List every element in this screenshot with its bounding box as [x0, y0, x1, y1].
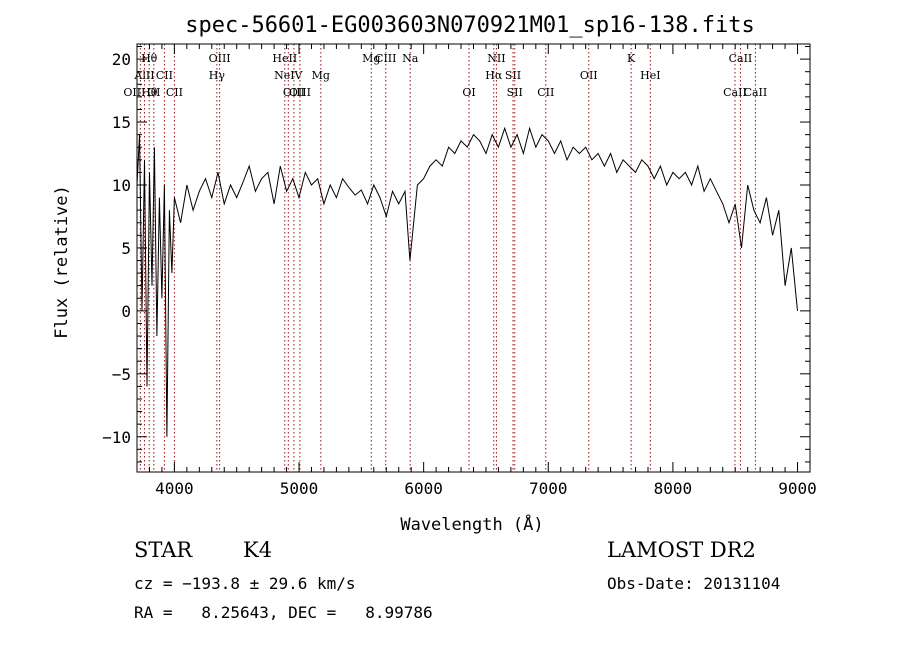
line-label-20: SII [507, 86, 523, 99]
line-label-16: OI [462, 86, 475, 99]
y-tick-label: −5 [112, 365, 131, 384]
spectrum-line-0 [136, 126, 798, 437]
line-label-3: OIIHθ [123, 86, 157, 99]
line-label-24: HeI [640, 69, 660, 82]
object-class: STAR [134, 538, 193, 562]
line-label-22: OII [580, 69, 598, 82]
x-tick-label: 4000 [155, 479, 194, 498]
y-tick-label: 0 [121, 302, 131, 321]
chart-title: spec-56601-EG003603N070921M01_sp16-138.f… [185, 13, 755, 38]
line-label-7: Hγ [209, 69, 226, 82]
line-label-12: Mg [312, 69, 330, 82]
y-tick-label: 15 [112, 113, 131, 132]
line-label-13: Mg [362, 52, 380, 65]
line-label-18: Hα [485, 69, 503, 82]
x-tick-label: 7000 [529, 479, 568, 498]
x-tick-label: 9000 [778, 479, 817, 498]
line-label-6: OIII [209, 52, 231, 65]
y-axis-label: Flux (relative) [52, 185, 72, 339]
x-tick-label: 6000 [404, 479, 443, 498]
axes: 4000 5000 6000 7000 8000 9000 −10 −5 0 5 10 15 20 [102, 43, 817, 498]
line-label-25: CaII [729, 52, 753, 65]
object-subclass: K4 [243, 538, 273, 562]
y-tick-label: 5 [121, 239, 131, 258]
line-label-4: OI [147, 86, 160, 99]
x-tick-label: 8000 [654, 479, 693, 498]
line-label-14: CIII [375, 52, 396, 65]
line-label-11: OIII [289, 86, 311, 99]
line-label-5: CII [166, 86, 183, 99]
plot-frame [136, 43, 811, 473]
line-label-15: Na [402, 52, 419, 65]
line-label-8: HeII [272, 52, 297, 65]
x-tick-label: 5000 [280, 479, 319, 498]
y-tick-label: 20 [112, 50, 131, 69]
line-label-17: NII [487, 52, 505, 65]
x-axis-label: Wavelength (Å) [400, 513, 543, 535]
line-label-23: K [627, 52, 636, 65]
y-tick-label: −10 [102, 428, 131, 447]
redshift-velocity: cz = −193.8 ± 29.6 km/s [134, 574, 356, 593]
ra-dec-coordinates: RA = 8.25643, DEC = 8.99786 [134, 603, 433, 622]
line-label-26: CaII [723, 86, 747, 99]
y-tick-label: 10 [112, 176, 131, 195]
observation-date: Obs-Date: 20131104 [607, 574, 781, 593]
line-label-1: AlII [133, 69, 154, 82]
line-label-0: Hθ [141, 52, 158, 65]
survey-name: LAMOST DR2 [607, 538, 756, 562]
line-label-19: SII [505, 69, 521, 82]
spectrum-series [136, 126, 798, 437]
line-label-9: NeIV [274, 69, 303, 82]
line-label-21: CII [537, 86, 554, 99]
line-label-2: CII [156, 69, 173, 82]
line-label-27: CaII [744, 86, 768, 99]
